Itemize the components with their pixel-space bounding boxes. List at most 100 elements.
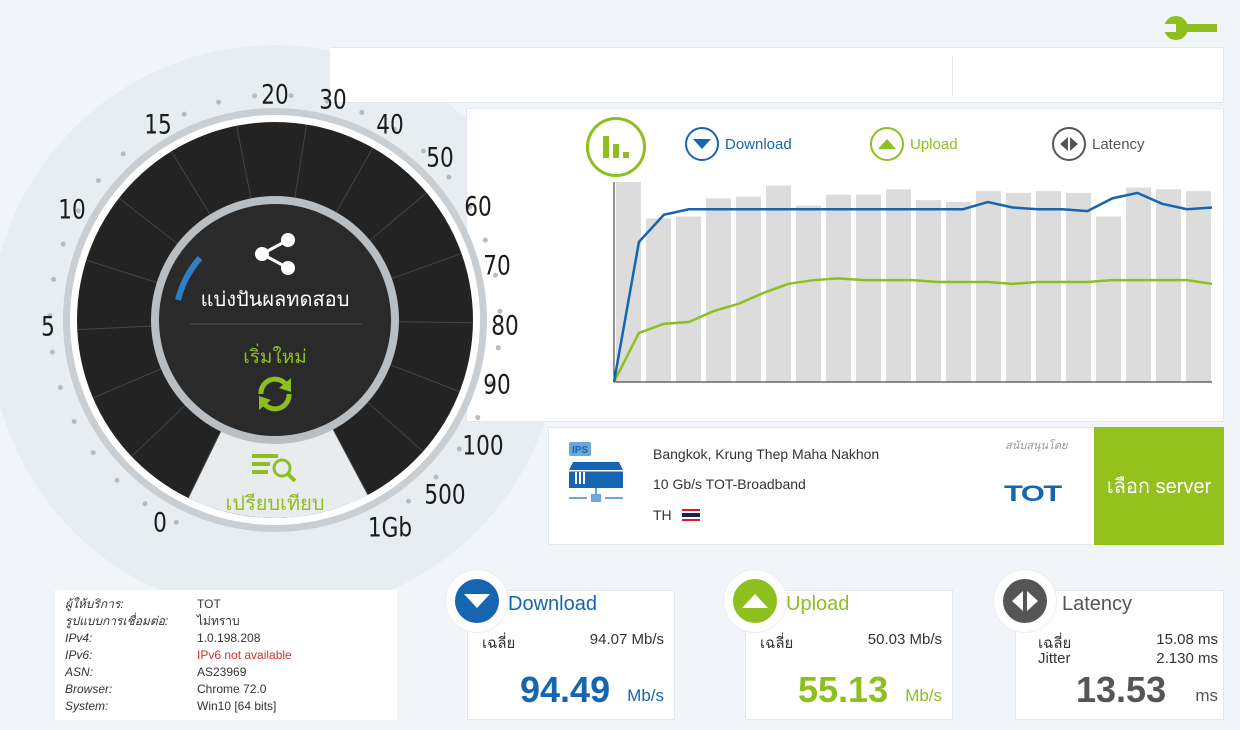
gauge-label: 30 (319, 84, 347, 116)
client-info-row: IPv4: 1.0.198.208 (65, 630, 387, 647)
gauge-dot (142, 501, 148, 507)
gauge-label: 0 (153, 507, 167, 539)
gauge-label: 5 (41, 311, 55, 343)
client-info-key: ผู้ให้บริการ: (65, 597, 124, 611)
client-info-value: 1.0.198.208 (197, 631, 261, 645)
gauge-dot (324, 98, 330, 104)
download-badge (446, 570, 508, 632)
gauge-dot (446, 174, 452, 180)
download-result: Download เฉลี่ย 94.07 Mb/s 94.49 Mb/s (467, 590, 675, 720)
graph-bar (946, 202, 971, 382)
client-info-key: IPv4: (65, 631, 93, 645)
graph-bar (976, 191, 1001, 382)
gauge-dot (47, 313, 53, 319)
restart-button[interactable]: เริ่มใหม่ (200, 342, 350, 421)
legend-download[interactable]: Download (685, 127, 792, 161)
download-line (612, 191, 1213, 383)
graph-bar (1066, 192, 1091, 382)
gauge-dot (288, 93, 294, 99)
gauge-label: 90 (483, 369, 511, 401)
download-value: 94.49 (520, 669, 611, 710)
gauge-label: 1Gb (367, 512, 413, 544)
refresh-icon (258, 376, 292, 412)
graph-bar (796, 205, 821, 382)
client-info-row: ASN: AS23969 (65, 664, 387, 681)
graph-bar (886, 189, 911, 382)
graph-bar (1126, 187, 1151, 382)
legend-latency[interactable]: Latency (1052, 127, 1145, 161)
gauge-dot (173, 519, 179, 525)
download-avg: 94.07 Mb/s (589, 631, 664, 648)
upload-avg: 50.03 Mb/s (867, 631, 942, 648)
graph-bar (1156, 189, 1181, 382)
jitter-label: Jitter (1038, 650, 1071, 667)
upload-line (612, 277, 1213, 383)
gauge-dot (95, 178, 101, 184)
gauge-label: 40 (376, 109, 404, 141)
graph-bar (676, 216, 701, 382)
graph-bar (1036, 191, 1061, 382)
speed-gauge (47, 93, 503, 532)
country-code: TH (653, 507, 672, 523)
gauge-label: 60 (464, 191, 492, 223)
graph-bar (646, 218, 671, 382)
graph-panel: Download Upload Latency (466, 108, 1224, 422)
gauge-dot (51, 276, 57, 282)
legend-latency-label: Latency (1092, 135, 1145, 153)
client-info-row: รูปแบบการเชื่อมต่อ: ไม่ทราบ (65, 613, 387, 630)
share-button[interactable]: แบ่งปันผลทดสอบ (160, 232, 390, 315)
server-country: TH (653, 507, 700, 523)
latency-icon (1003, 579, 1047, 623)
gauge-label: 70 (483, 250, 511, 282)
download-result-title: Download (508, 593, 597, 615)
client-info-value: ไม่ทราบ (197, 614, 240, 628)
client-info-key: รูปแบบการเชื่อมต่อ: (65, 614, 169, 628)
latency-avg: 15.08 ms (1156, 631, 1218, 648)
compare-label: เปรียบเทียบ (225, 493, 325, 515)
client-info-row: Browser: Chrome 72.0 (65, 681, 387, 698)
settings-wrench-icon[interactable] (1163, 14, 1217, 47)
gauge-dot (114, 477, 120, 483)
gauge-dot (57, 385, 63, 391)
gauge-label: 500 (424, 479, 466, 511)
graph-bar (1096, 216, 1121, 382)
select-server-button[interactable]: เลือก server (1094, 427, 1224, 545)
thai-flag-icon (681, 509, 700, 521)
download-avg-label: เฉลี่ย (482, 635, 516, 652)
gauge-dot (497, 308, 503, 314)
latency-badge (994, 570, 1056, 632)
legend-upload[interactable]: Upload (870, 127, 958, 161)
client-info-value: TOT (197, 597, 221, 611)
graph-bar (856, 194, 881, 382)
gauge-label: 50 (426, 142, 454, 174)
upload-badge (724, 570, 786, 632)
gauge-dot (421, 148, 427, 154)
gauge-dot (49, 349, 55, 355)
gauge-dot (406, 498, 412, 504)
client-info-key: Browser: (65, 682, 113, 696)
jitter-value: 2.130 ms (1156, 650, 1218, 667)
gauge-dot (482, 237, 488, 243)
gauge-label: 15 (144, 109, 172, 141)
gauge-dot (456, 446, 462, 452)
client-info-row: ผู้ให้บริการ: TOT (65, 596, 387, 613)
graph-icon (586, 117, 646, 177)
upload-result-title: Upload (786, 593, 850, 615)
server-provider: 10 Gb/s TOT-Broadband (653, 476, 806, 492)
gauge-dot (495, 345, 501, 351)
ips-label: IPS (572, 445, 588, 456)
gauge-center (159, 204, 391, 436)
compare-button[interactable]: เปรียบเทียบ (200, 452, 350, 519)
gauge-dot (149, 129, 155, 135)
gauge-dot (359, 109, 365, 115)
gauge-dot (467, 204, 473, 210)
client-info-key: System: (65, 699, 109, 713)
top-panel (330, 47, 1224, 103)
sponsor-label: สนับสนุนโดย (1005, 440, 1068, 452)
gauge-dot (181, 111, 187, 117)
download-unit: Mb/s (627, 686, 664, 705)
client-info-row: System: Win10 [64 bits] (65, 698, 387, 715)
upload-icon (733, 579, 777, 623)
gauge-dot (120, 151, 126, 157)
graph-bar (736, 196, 761, 382)
